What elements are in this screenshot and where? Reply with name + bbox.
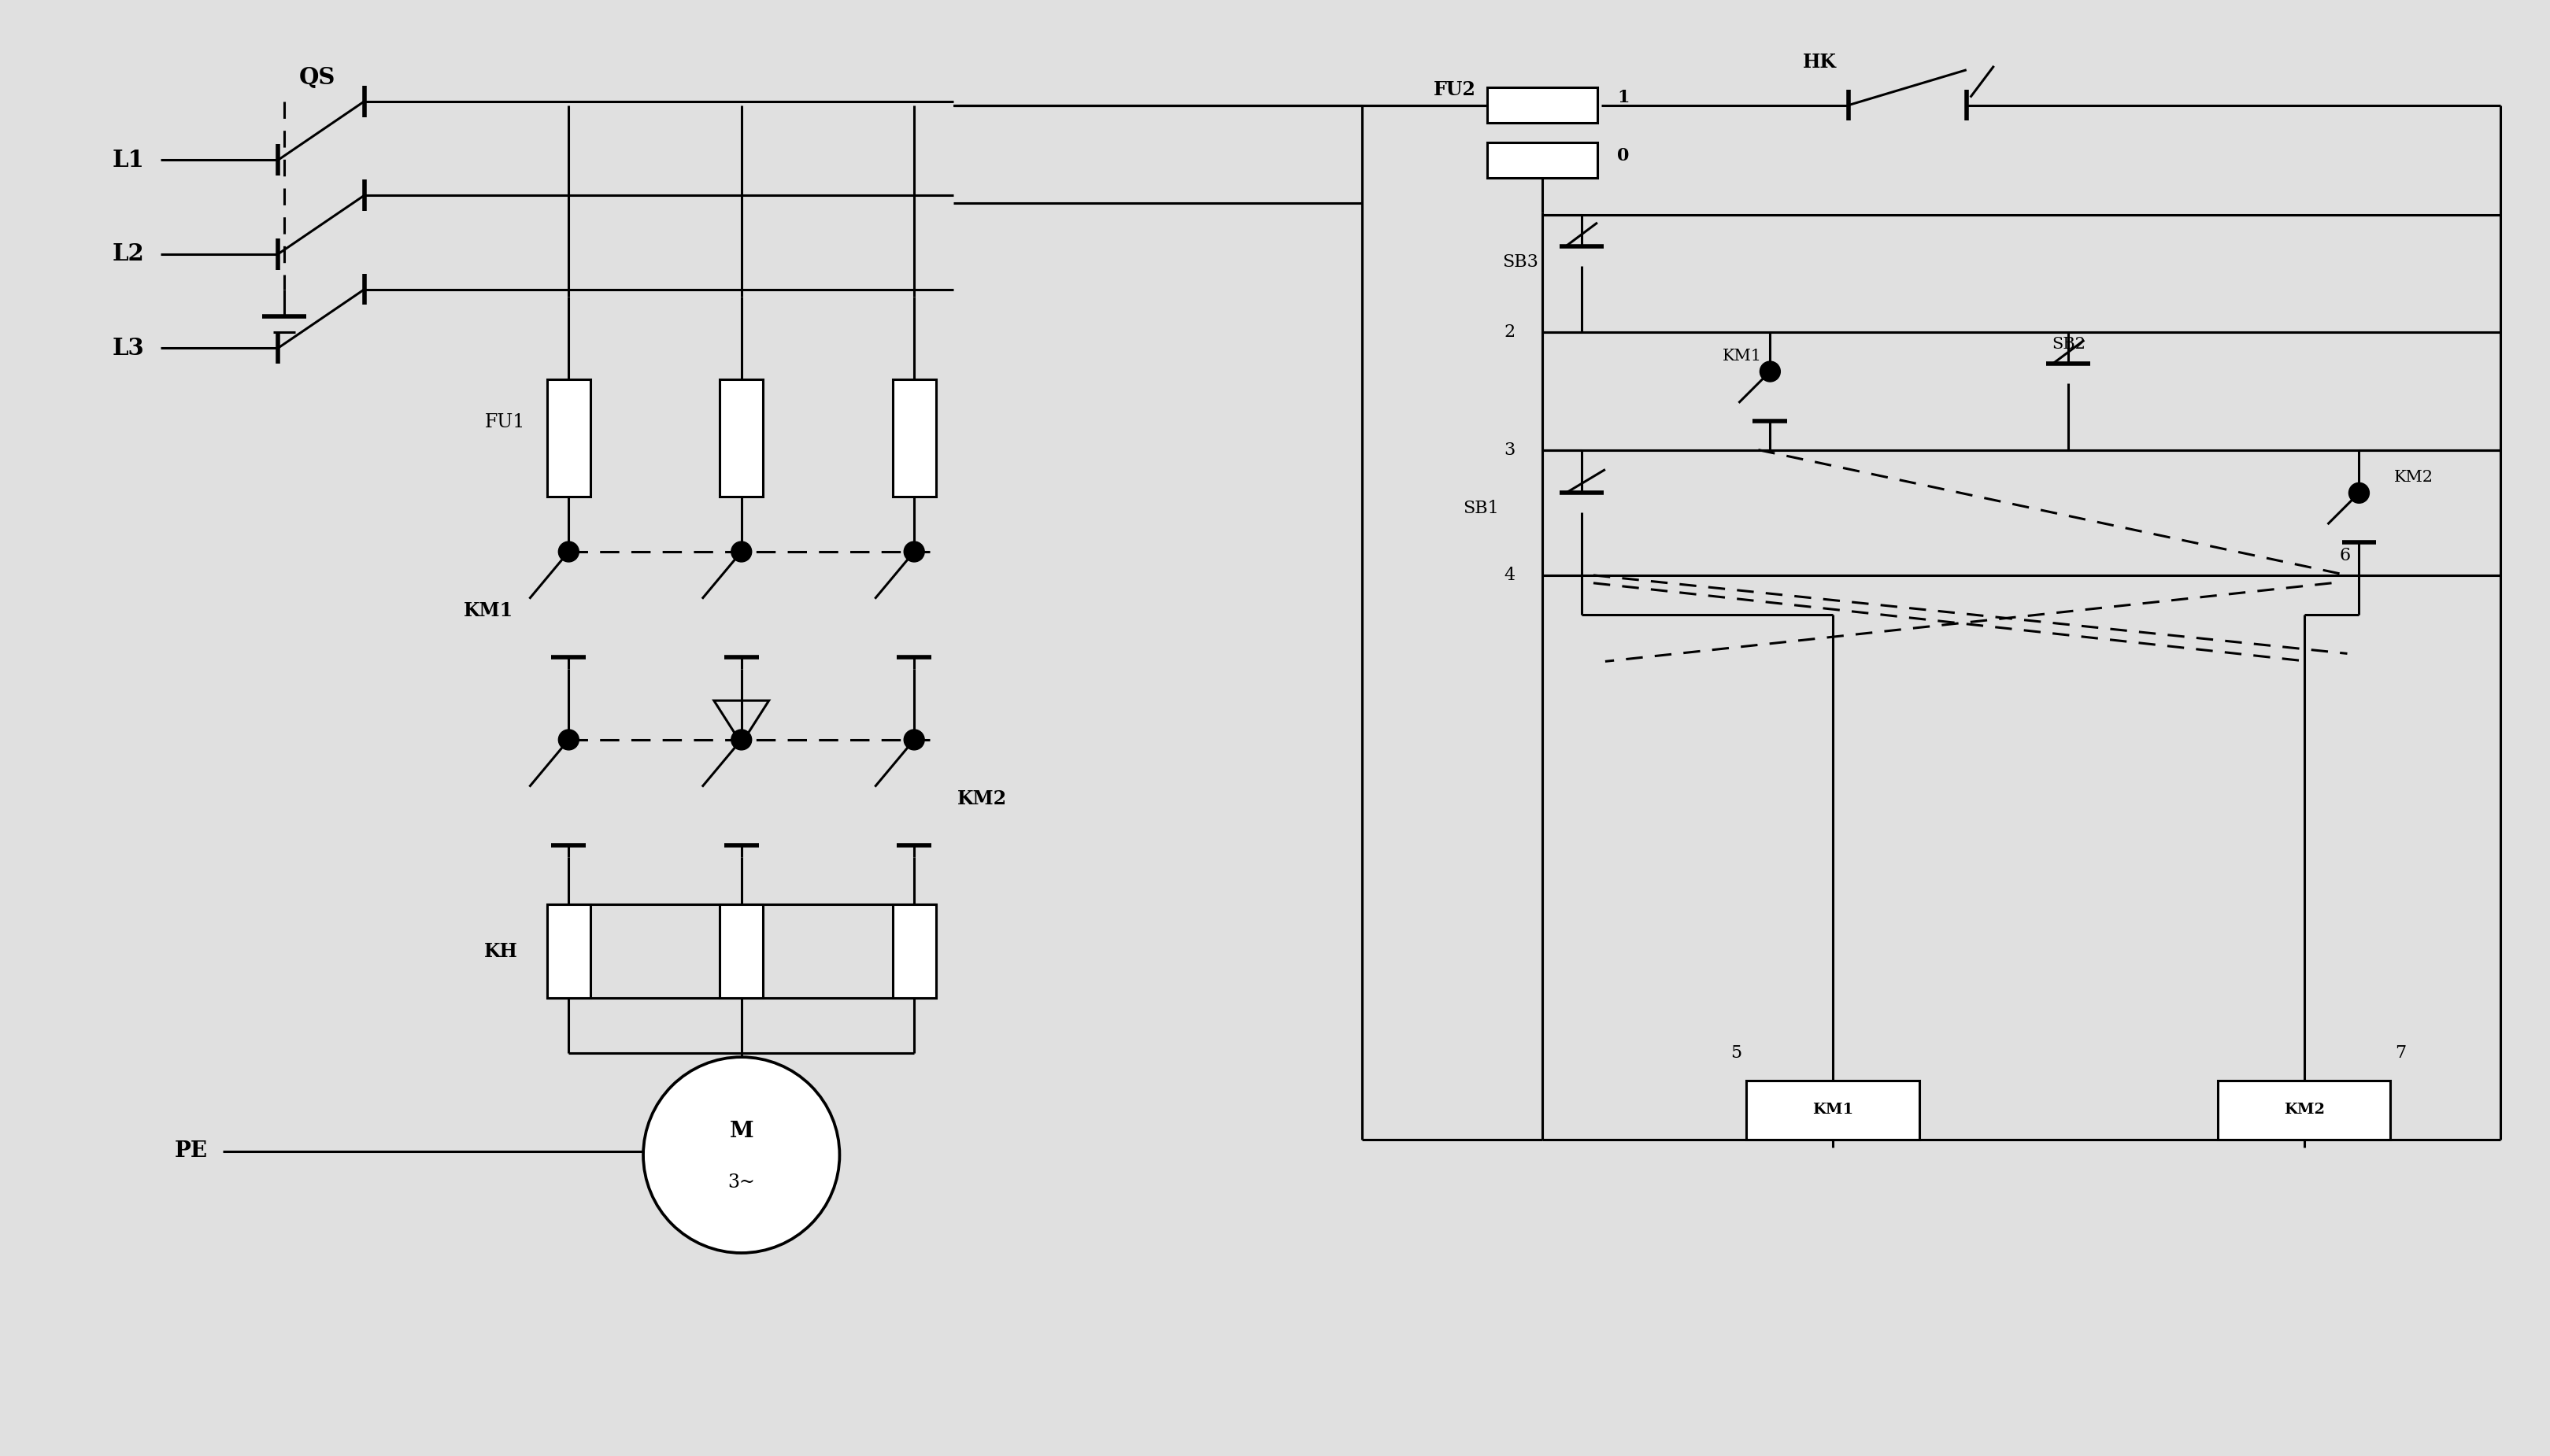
Bar	[1487, 143, 1596, 178]
Bar	[892, 380, 936, 496]
Circle shape	[903, 729, 926, 750]
Bar	[892, 904, 936, 999]
Circle shape	[2349, 483, 2369, 504]
Circle shape	[558, 542, 579, 562]
Bar	[719, 380, 762, 496]
Bar	[1747, 1080, 1920, 1140]
Text: 2: 2	[1504, 323, 1515, 341]
Text: FU2: FU2	[1433, 80, 1476, 99]
Text: SB2: SB2	[2053, 336, 2086, 351]
Text: 3: 3	[1504, 441, 1515, 459]
Bar	[548, 904, 589, 999]
Text: KH: KH	[484, 942, 518, 961]
Bar	[1487, 87, 1596, 122]
Text: L3: L3	[112, 336, 145, 360]
Text: 5: 5	[1731, 1044, 1742, 1061]
Text: M: M	[729, 1121, 752, 1142]
Circle shape	[903, 542, 926, 562]
Text: KM2: KM2	[2394, 470, 2433, 485]
Text: 7: 7	[2394, 1044, 2407, 1061]
Circle shape	[732, 729, 752, 750]
Text: PE: PE	[173, 1140, 207, 1162]
Circle shape	[643, 1057, 839, 1254]
Text: SB3: SB3	[1502, 253, 1538, 271]
Text: SB1: SB1	[1464, 499, 1499, 517]
Text: 3~: 3~	[727, 1174, 755, 1191]
Text: KM2: KM2	[956, 789, 1007, 808]
Text: HK: HK	[1803, 52, 1836, 71]
Text: 4: 4	[1504, 566, 1515, 584]
Text: 0: 0	[1617, 147, 1629, 165]
Text: 6: 6	[2338, 547, 2351, 565]
Text: 1: 1	[1617, 89, 1629, 106]
Circle shape	[558, 729, 579, 750]
Text: FU1: FU1	[484, 414, 525, 431]
Bar	[2218, 1080, 2389, 1140]
Text: QS: QS	[298, 67, 337, 89]
Circle shape	[1760, 361, 1780, 381]
Text: KM1: KM1	[1813, 1102, 1854, 1117]
Text: KM1: KM1	[1724, 348, 1762, 364]
Text: KM1: KM1	[464, 601, 513, 620]
Circle shape	[732, 542, 752, 562]
Text: L1: L1	[112, 149, 145, 172]
Text: L2: L2	[112, 243, 145, 265]
Text: KM2: KM2	[2285, 1102, 2326, 1117]
Bar	[719, 904, 762, 999]
Bar	[548, 380, 589, 496]
